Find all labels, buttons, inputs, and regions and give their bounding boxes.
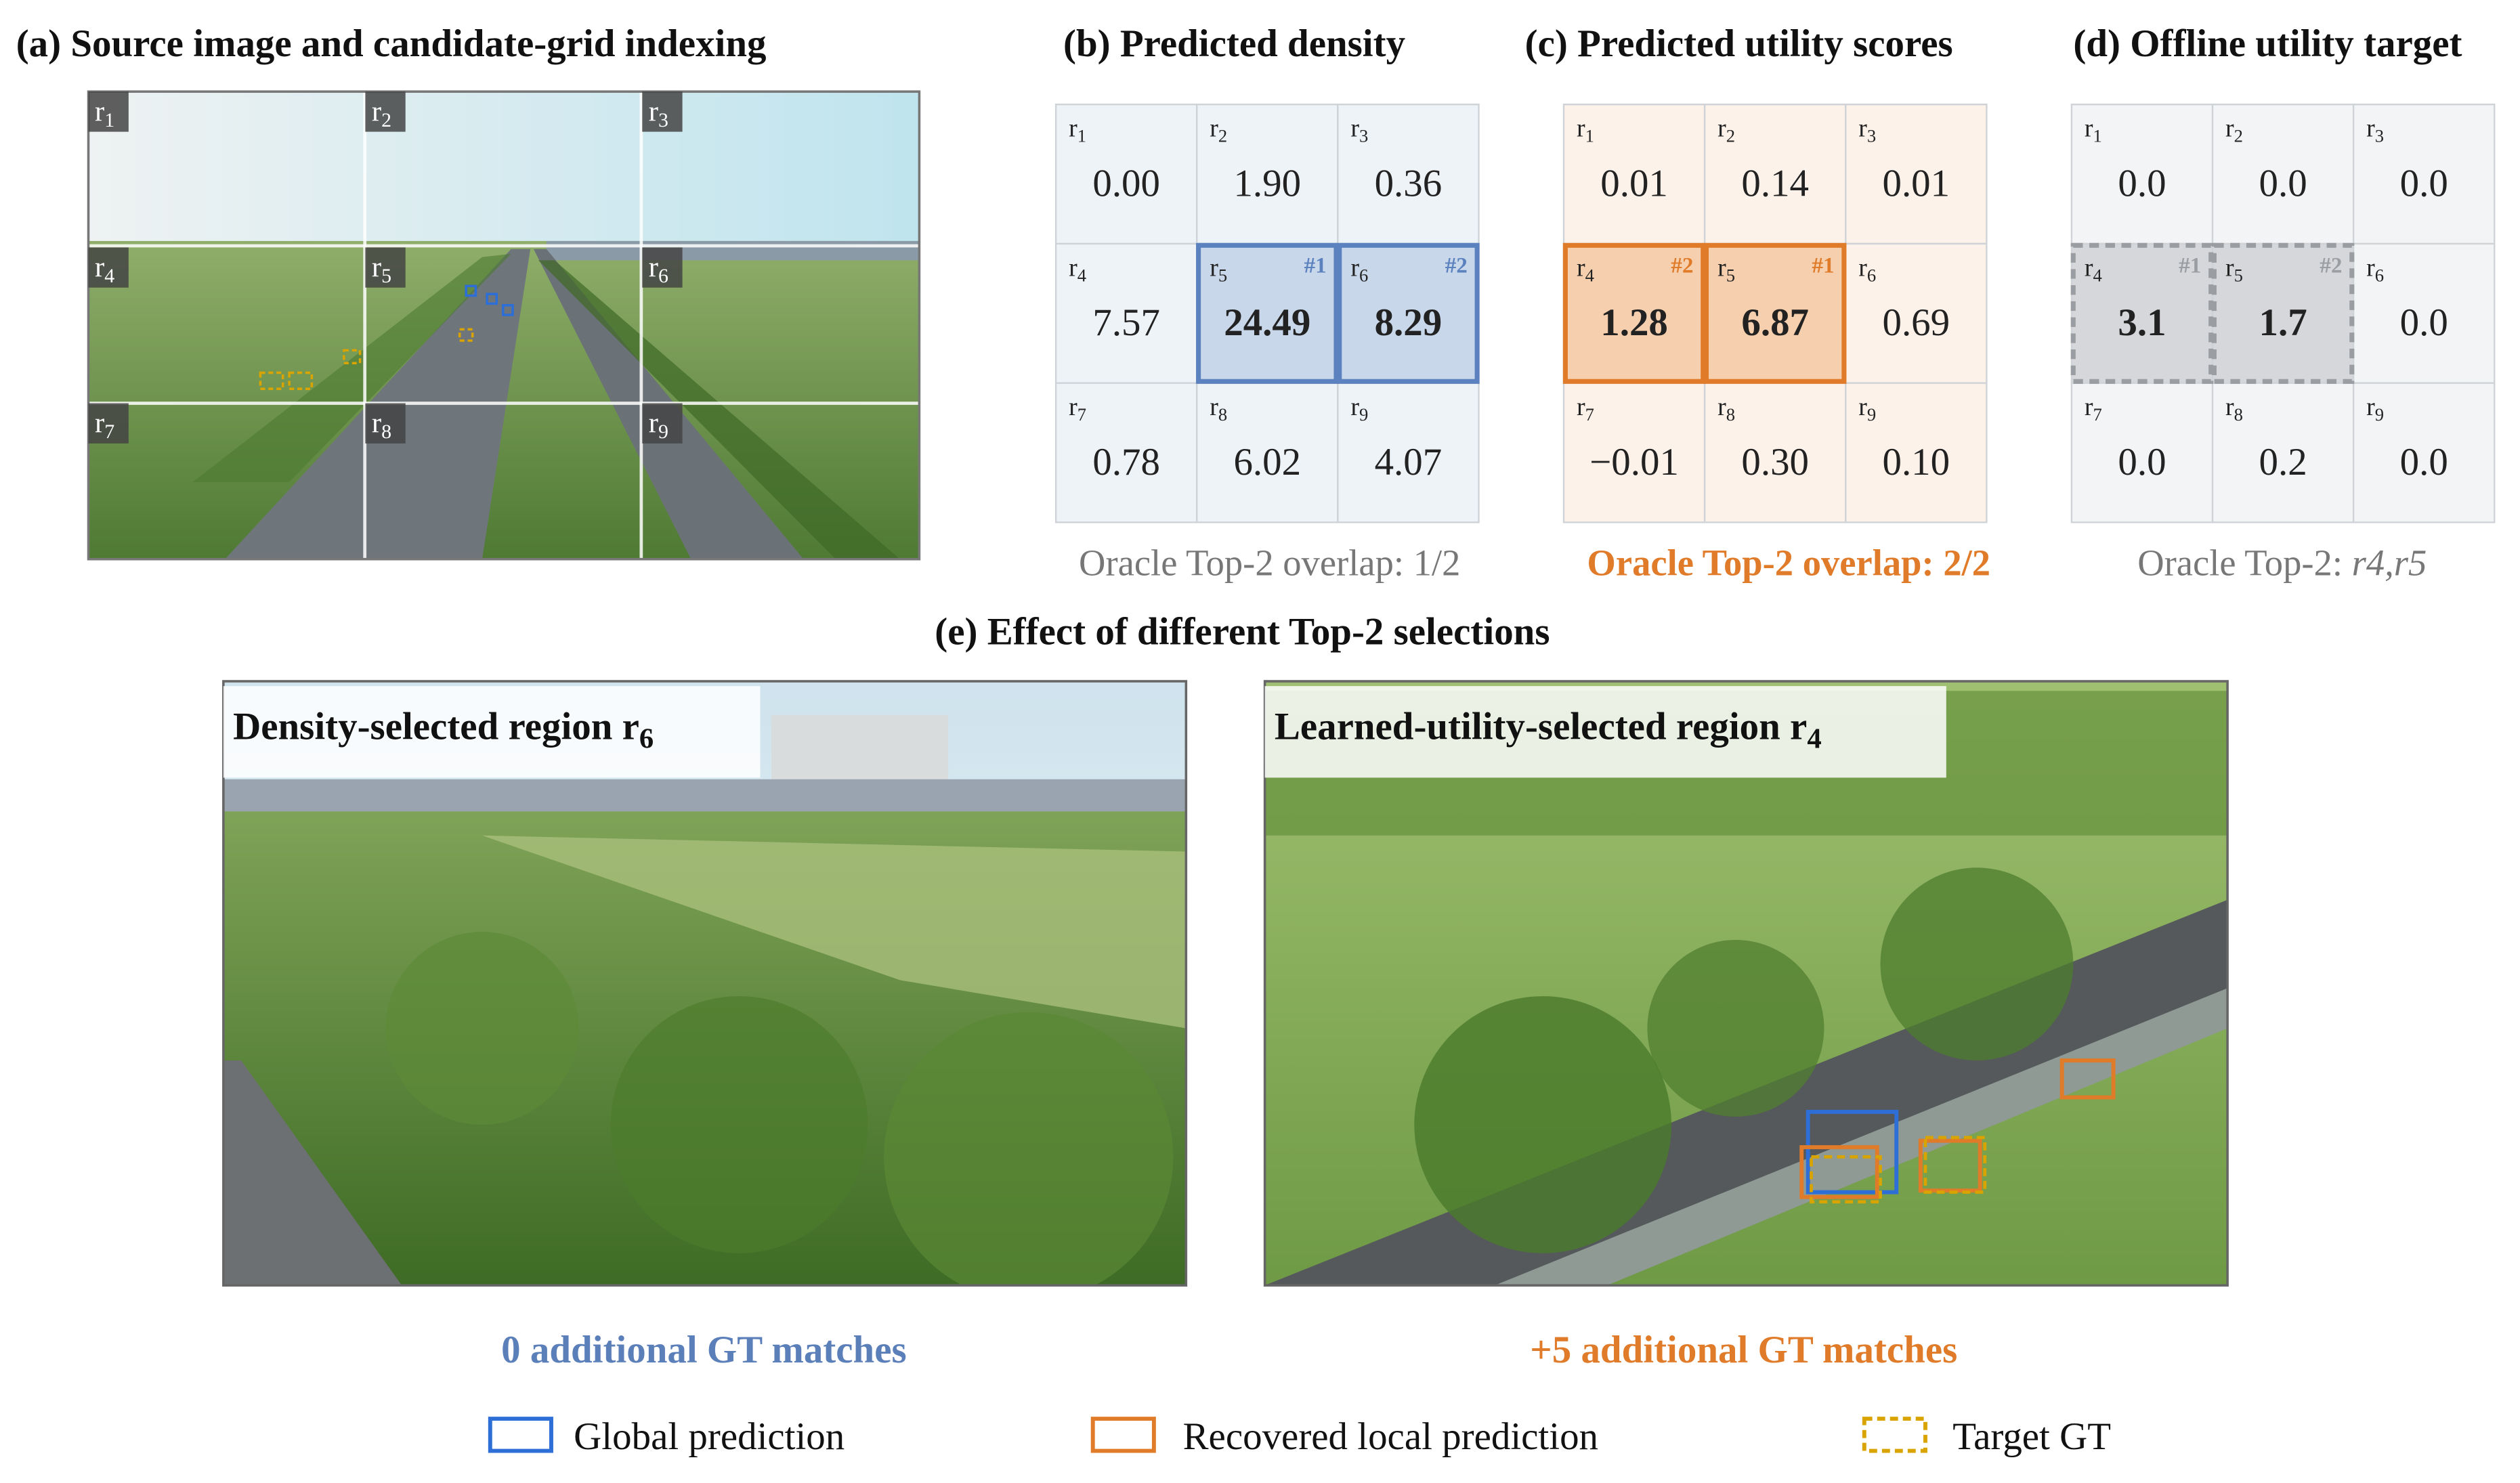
region-tag (642, 403, 683, 444)
cell-value: 0.0 (2400, 301, 2448, 344)
cell-value: 1.7 (2259, 301, 2307, 344)
cell-value: 0.0 (2400, 441, 2448, 483)
cell-value: 0.2 (2259, 441, 2307, 483)
cell-value: 8.29 (1375, 301, 1443, 344)
left-photo (223, 681, 1187, 1286)
grid-cell (1337, 104, 1480, 245)
panel-title: (c) Predicted utility scores (1525, 22, 1953, 65)
cell-value: 0.69 (1882, 301, 1950, 344)
grid-cell (1845, 382, 1988, 523)
cell-rank: #1 (2179, 253, 2201, 278)
caption: Oracle Top-2: r4,r5 (2137, 542, 2427, 583)
result-caption: +5 additional GT matches (1530, 1329, 1957, 1371)
region-tag (88, 403, 129, 444)
cell-value: 0.0 (2118, 441, 2166, 483)
highlight-border (1562, 242, 1706, 384)
region-tag (365, 403, 406, 444)
cell-rank: #2 (2320, 253, 2342, 278)
cell-value: 0.10 (1882, 441, 1950, 483)
region-tag (642, 91, 683, 132)
region-tag (642, 247, 683, 288)
cell-value: 0.30 (1741, 441, 1809, 483)
grid-cell (2352, 382, 2496, 523)
source-image (88, 91, 920, 559)
panel-title: (a) Source image and candidate-grid inde… (16, 22, 767, 65)
legend-label: Recovered local prediction (1183, 1415, 1598, 1458)
region-tag (88, 247, 129, 288)
result-caption: 0 additional GT matches (501, 1329, 907, 1371)
cell-value: 0.0 (2259, 162, 2307, 205)
label-box (223, 686, 761, 778)
cell-value: 0.14 (1741, 162, 1809, 205)
cell-value: 4.07 (1375, 441, 1443, 483)
grid-cell (2211, 382, 2355, 523)
highlight-border (2070, 242, 2214, 384)
grid-cell (2352, 104, 2496, 245)
cell-value: 1.90 (1233, 162, 1301, 205)
cell-value: 6.02 (1233, 441, 1301, 483)
cell-value: 1.28 (1600, 301, 1668, 344)
cell-value: 7.57 (1092, 301, 1160, 344)
cell-value: −0.01 (1589, 441, 1679, 483)
region-label: r3 (649, 95, 668, 131)
grid-cell (2070, 104, 2214, 245)
region-tag (88, 91, 129, 132)
legend-swatch (1090, 1417, 1156, 1453)
photo-frame (1263, 680, 2229, 1287)
grid-cell (1054, 382, 1198, 523)
label-box (1264, 686, 1946, 778)
caption-text: Oracle Top-2: (2137, 542, 2351, 583)
highlight-border (1337, 242, 1480, 384)
legend-swatch (488, 1417, 553, 1453)
caption: Oracle Top-2 overlap: 1/2 (1079, 542, 1460, 583)
cell-value: 6.87 (1741, 301, 1809, 344)
highlight-border (1703, 242, 1847, 384)
cell-value: 0.0 (2400, 162, 2448, 205)
legend-label: Global prediction (574, 1415, 845, 1458)
image-frame (87, 90, 921, 561)
grid-cell (1703, 382, 1847, 523)
cell-rank: #2 (1445, 253, 1468, 278)
cell-value: 0.01 (1600, 162, 1668, 205)
grid-cell (1337, 382, 1480, 523)
photo-label: Learned-utility-selected region r4 (1275, 705, 1822, 754)
cell-rank: #2 (1671, 253, 1693, 278)
region-tag (365, 247, 406, 288)
region-tag (365, 91, 406, 132)
panel-title: (b) Predicted density (1063, 22, 1405, 65)
cell-value: 0.78 (1092, 441, 1160, 483)
cell-rank: #1 (1304, 253, 1327, 278)
grid-cell (1196, 104, 1339, 245)
cell-value: 0.00 (1092, 162, 1160, 205)
grid-cell (2211, 104, 2355, 245)
cell-value: 0.01 (1882, 162, 1950, 205)
grid-cell (2070, 242, 2214, 384)
photo-label: Density-selected region r6 (233, 705, 654, 754)
grid-cell (1562, 242, 1706, 384)
cell-value: 24.49 (1224, 301, 1310, 344)
grid-cell (1845, 104, 1988, 245)
highlight-border (1196, 242, 1339, 384)
cell-value: 3.1 (2118, 301, 2166, 344)
highlight-border (2211, 242, 2355, 384)
grid-cell (2352, 242, 2496, 384)
caption-regions: r4,r5 (2352, 542, 2427, 583)
grid-cell (1562, 382, 1706, 523)
caption: Oracle Top-2 overlap: 2/2 (1587, 542, 1990, 583)
panel-title: (e) Effect of different Top-2 selections (935, 610, 1550, 653)
right-photo (1264, 681, 2228, 1286)
legend-swatch (1862, 1417, 1927, 1453)
legend-label: Target GT (1952, 1415, 2111, 1458)
cell-value: 0.36 (1375, 162, 1443, 205)
grid-cell (2070, 382, 2214, 523)
photo-frame (222, 680, 1188, 1287)
panel-title: (d) Offline utility target (2073, 22, 2462, 65)
grid-cell (2211, 242, 2355, 384)
cell-value: 0.0 (2118, 162, 2166, 205)
cell-rank: #1 (1812, 253, 1834, 278)
